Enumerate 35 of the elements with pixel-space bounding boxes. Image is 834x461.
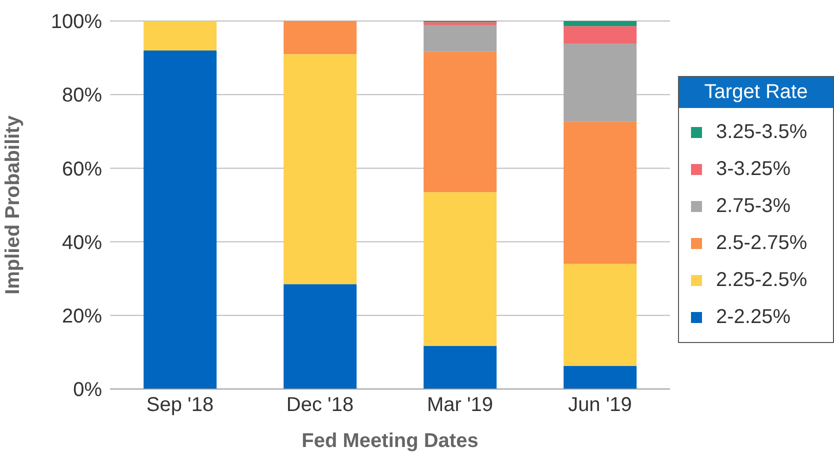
bar bbox=[424, 192, 497, 346]
bar bbox=[144, 21, 217, 50]
y-axis-title: Implied Probability bbox=[2, 114, 24, 294]
legend-label: 2.25-2.5% bbox=[716, 269, 808, 292]
y-tick-label: 20% bbox=[62, 306, 102, 328]
bar bbox=[564, 21, 637, 26]
bar bbox=[284, 284, 357, 389]
legend-label: 2.5-2.75% bbox=[716, 232, 808, 255]
legend-title: Target Rate bbox=[679, 77, 833, 108]
bar bbox=[424, 52, 497, 192]
y-tick-label: 100% bbox=[50, 11, 102, 34]
legend-label: 2.75-3% bbox=[716, 195, 790, 218]
bar bbox=[424, 22, 497, 26]
x-tick-label: Jun '19 bbox=[568, 394, 632, 416]
legend-label: 3-3.25% bbox=[716, 158, 790, 181]
x-tick-label: Dec '18 bbox=[286, 394, 354, 416]
bar bbox=[564, 44, 637, 122]
bar bbox=[564, 366, 637, 389]
x-tick-label: Mar '19 bbox=[426, 394, 494, 416]
bar bbox=[144, 50, 217, 389]
bar bbox=[564, 122, 637, 264]
legend-label: 3.25-3.5% bbox=[716, 121, 808, 144]
bar bbox=[564, 264, 637, 366]
x-axis-title: Fed Meeting Dates bbox=[302, 430, 478, 452]
bar bbox=[564, 26, 637, 44]
y-tick-label: 40% bbox=[62, 232, 102, 254]
bar bbox=[424, 25, 497, 52]
x-tick-label: Sep '18 bbox=[146, 394, 214, 416]
legend-label: 2-2.25% bbox=[716, 306, 790, 329]
bar bbox=[424, 346, 497, 389]
y-tick-label: 60% bbox=[62, 158, 102, 180]
y-tick-label: 0% bbox=[73, 379, 102, 402]
bar bbox=[284, 54, 357, 284]
y-tick-label: 80% bbox=[62, 84, 102, 107]
bar bbox=[284, 21, 357, 54]
